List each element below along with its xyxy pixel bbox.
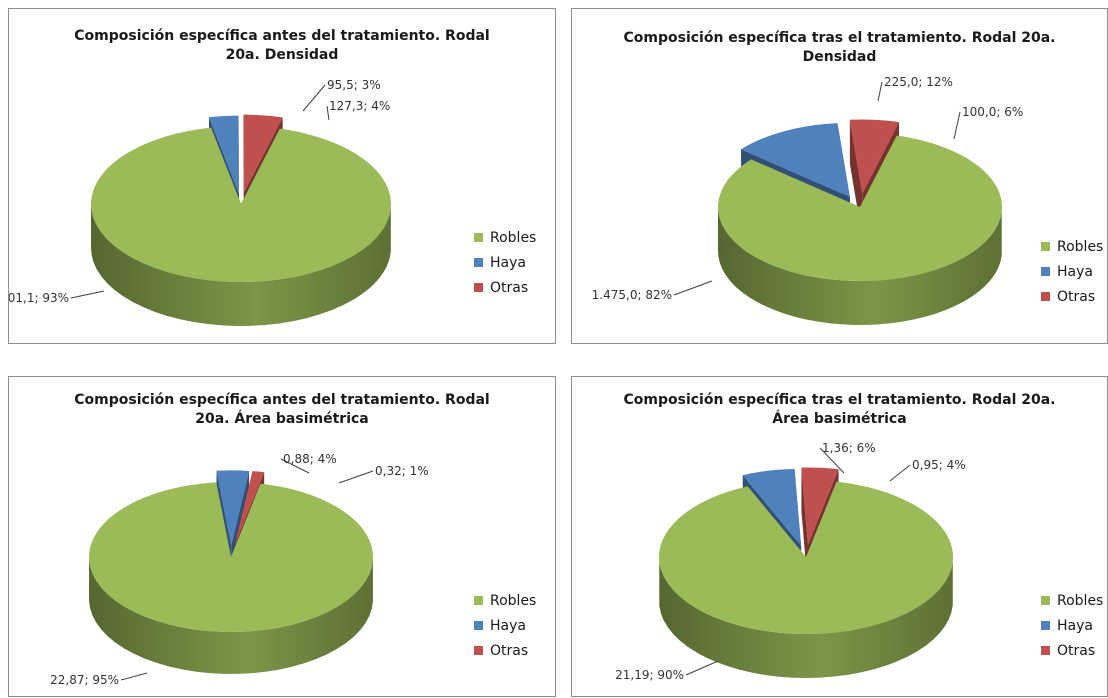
legend-label: Robles	[1057, 238, 1104, 255]
data-label: 2.801,1; 93%	[9, 291, 69, 305]
legend-swatch-otras	[474, 283, 483, 292]
leader-line	[326, 105, 330, 121]
legend-swatch-otras	[1041, 646, 1050, 655]
legend-item-robles: Robles	[1041, 234, 1103, 259]
data-label: 127,3; 4%	[329, 99, 390, 113]
legend-item-otras: Otras	[1041, 638, 1103, 663]
legend-item-haya: Haya	[1041, 259, 1103, 284]
legend: Robles Haya Otras	[474, 588, 536, 663]
pie-slice-robles	[90, 127, 391, 283]
chart-title: Composición específica antes del tratami…	[74, 392, 490, 427]
leader-line	[302, 84, 326, 112]
legend-swatch-robles	[1041, 596, 1050, 605]
pie-chart: 1.475,0; 82% 225,0; 12% 100,0; 6%	[592, 75, 1023, 325]
chart-panel-density-after: Composición específica tras el tratamien…	[571, 8, 1108, 344]
pie-slice-haya	[741, 123, 850, 197]
data-label: 225,0; 12%	[884, 75, 953, 89]
pie-chart: 21,19; 90% 1,36; 6% 0,95; 4%	[615, 441, 966, 682]
leader-line	[280, 458, 310, 474]
pie-slice-haya	[742, 468, 802, 546]
pie-slice-otras	[801, 467, 839, 545]
data-label: 95,5; 3%	[327, 78, 381, 92]
pie-chart: 2.801,1; 93% 95,5; 3% 127,3; 4%	[9, 78, 391, 326]
legend-label: Robles	[1057, 592, 1104, 609]
legend-swatch-robles	[474, 233, 483, 242]
leader-line	[685, 660, 719, 676]
pie-slice-otras	[234, 471, 265, 546]
legend-item-robles: Robles	[1041, 588, 1103, 613]
legend-item-otras: Otras	[1041, 284, 1103, 309]
leader-line	[338, 470, 374, 484]
legend-item-haya: Haya	[474, 250, 536, 275]
data-label: 0,95; 4%	[912, 458, 966, 472]
legend-label: Haya	[490, 617, 526, 634]
pie-chart: 22,87; 95% 0,88; 4% 0,32; 1%	[50, 452, 429, 687]
legend: Robles Haya Otras	[1041, 234, 1103, 309]
legend-item-otras: Otras	[474, 275, 536, 300]
legend-label: Otras	[490, 279, 529, 296]
data-label: 22,87; 95%	[50, 673, 119, 687]
chart-title: Composición específica antes del tratami…	[74, 28, 490, 63]
legend-label: Otras	[490, 642, 529, 659]
legend-label: Otras	[1057, 288, 1096, 305]
chart-panel-density-before: Composición específica antes del tratami…	[8, 8, 556, 344]
legend-label: Haya	[1057, 263, 1093, 280]
data-label: 1,36; 6%	[822, 441, 876, 455]
pie-slice-haya	[208, 115, 239, 194]
pie-slice-robles	[88, 482, 373, 632]
legend-item-robles: Robles	[474, 225, 536, 250]
pie-slice-otras	[243, 114, 283, 193]
chart-panel-basal-area-after: Composición específica tras el tratamien…	[571, 376, 1108, 697]
leader-line	[120, 672, 148, 681]
data-label: 100,0; 6%	[962, 105, 1023, 119]
legend-swatch-otras	[474, 646, 483, 655]
legend-swatch-otras	[1041, 292, 1050, 301]
legend-label: Haya	[1057, 617, 1093, 634]
leader-line	[889, 464, 911, 482]
chart-panel-basal-area-before: Composición específica antes del tratami…	[8, 376, 556, 697]
pie-slice-otras	[849, 119, 900, 194]
legend-swatch-haya	[474, 258, 483, 267]
legend-label: Haya	[490, 254, 526, 271]
legend-label: Robles	[490, 592, 537, 609]
legend-swatch-haya	[1041, 621, 1050, 630]
data-label: 21,19; 90%	[615, 668, 684, 682]
legend-label: Otras	[1057, 642, 1096, 659]
legend-item-haya: Haya	[1041, 613, 1103, 638]
leader-line	[819, 447, 845, 474]
legend-swatch-robles	[474, 596, 483, 605]
data-label: 1.475,0; 82%	[592, 288, 672, 302]
legend: Robles Haya Otras	[474, 225, 536, 300]
data-label: 0,32; 1%	[375, 464, 429, 478]
chart-title: Composición específica tras el tratamien…	[623, 30, 1056, 65]
pie-slice-haya	[216, 470, 250, 546]
data-label: 0,88; 4%	[283, 452, 337, 466]
legend-label: Robles	[490, 229, 537, 246]
leader-line	[70, 290, 105, 299]
pie-slice-robles	[718, 135, 1002, 281]
legend-swatch-haya	[474, 621, 483, 630]
legend: Robles Haya Otras	[1041, 588, 1103, 663]
chart-title: Composición específica tras el tratamien…	[623, 392, 1056, 427]
legend-item-haya: Haya	[474, 613, 536, 638]
legend-swatch-haya	[1041, 267, 1050, 276]
leader-line	[953, 111, 961, 140]
pie-slice-robles	[659, 481, 953, 634]
legend-swatch-robles	[1041, 242, 1050, 251]
legend-item-robles: Robles	[474, 588, 536, 613]
leader-line	[673, 280, 713, 296]
leader-line	[877, 81, 883, 102]
legend-item-otras: Otras	[474, 638, 536, 663]
